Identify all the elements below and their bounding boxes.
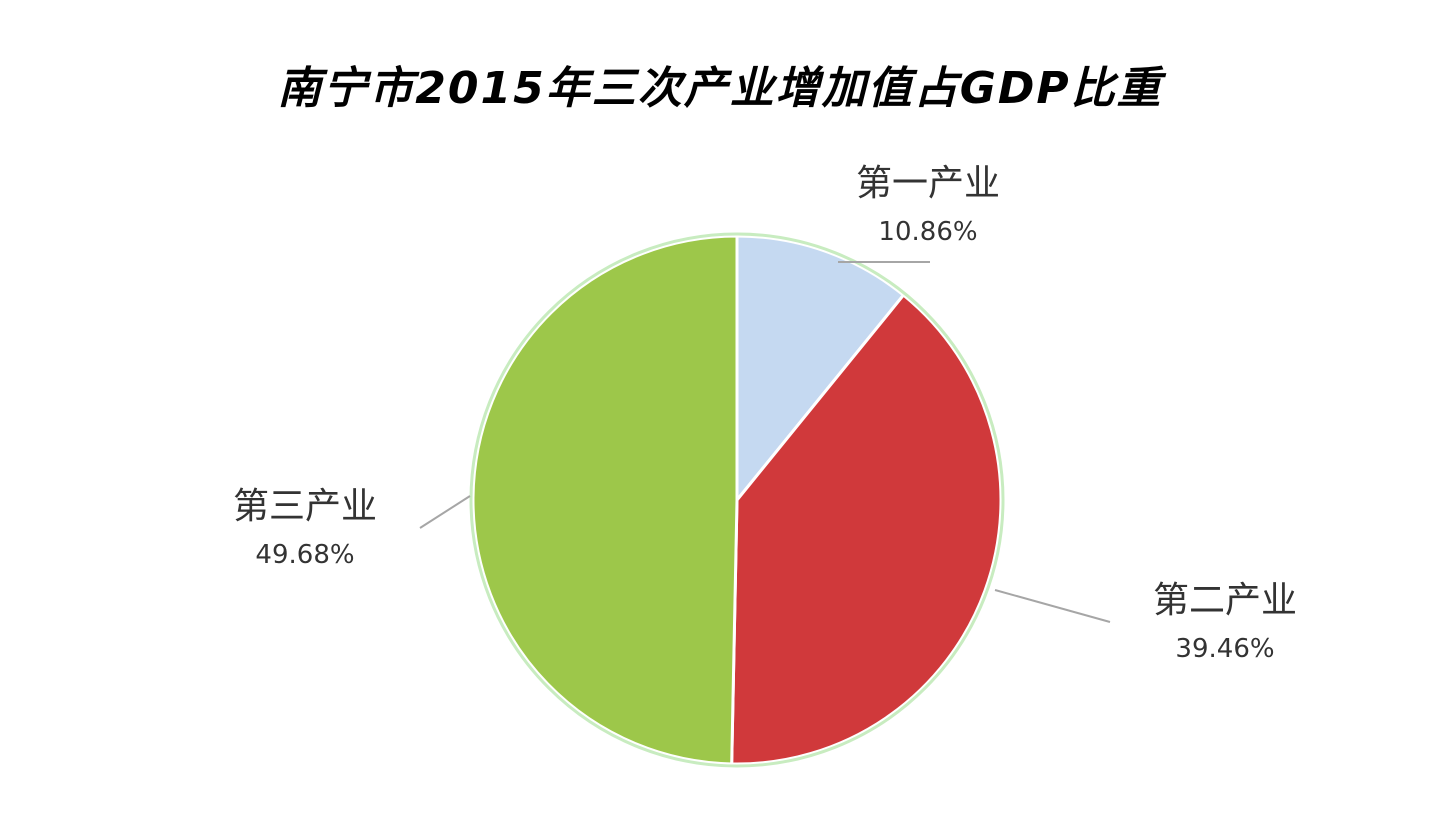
leader-line-2 bbox=[994, 589, 1111, 623]
slice-label-name-2: 第二产业 bbox=[1153, 580, 1297, 621]
chart-title: 南宁市2015年三次产业增加值占GDP比重 bbox=[277, 63, 1163, 114]
slice-label-value-3: 49.68% bbox=[255, 540, 354, 570]
slice-label-value-2: 39.46% bbox=[1175, 634, 1274, 664]
pie-slice-2 bbox=[730, 293, 1003, 766]
pie-slice-1 bbox=[735, 234, 906, 505]
slice-label-value-1: 10.86% bbox=[878, 217, 977, 247]
pie-slice-3 bbox=[471, 234, 739, 766]
leader-line-3 bbox=[419, 495, 471, 529]
pie-rim bbox=[469, 232, 1005, 768]
slice-label-name-1: 第一产业 bbox=[856, 163, 1000, 204]
slice-label-name-3: 第三产业 bbox=[233, 486, 377, 527]
